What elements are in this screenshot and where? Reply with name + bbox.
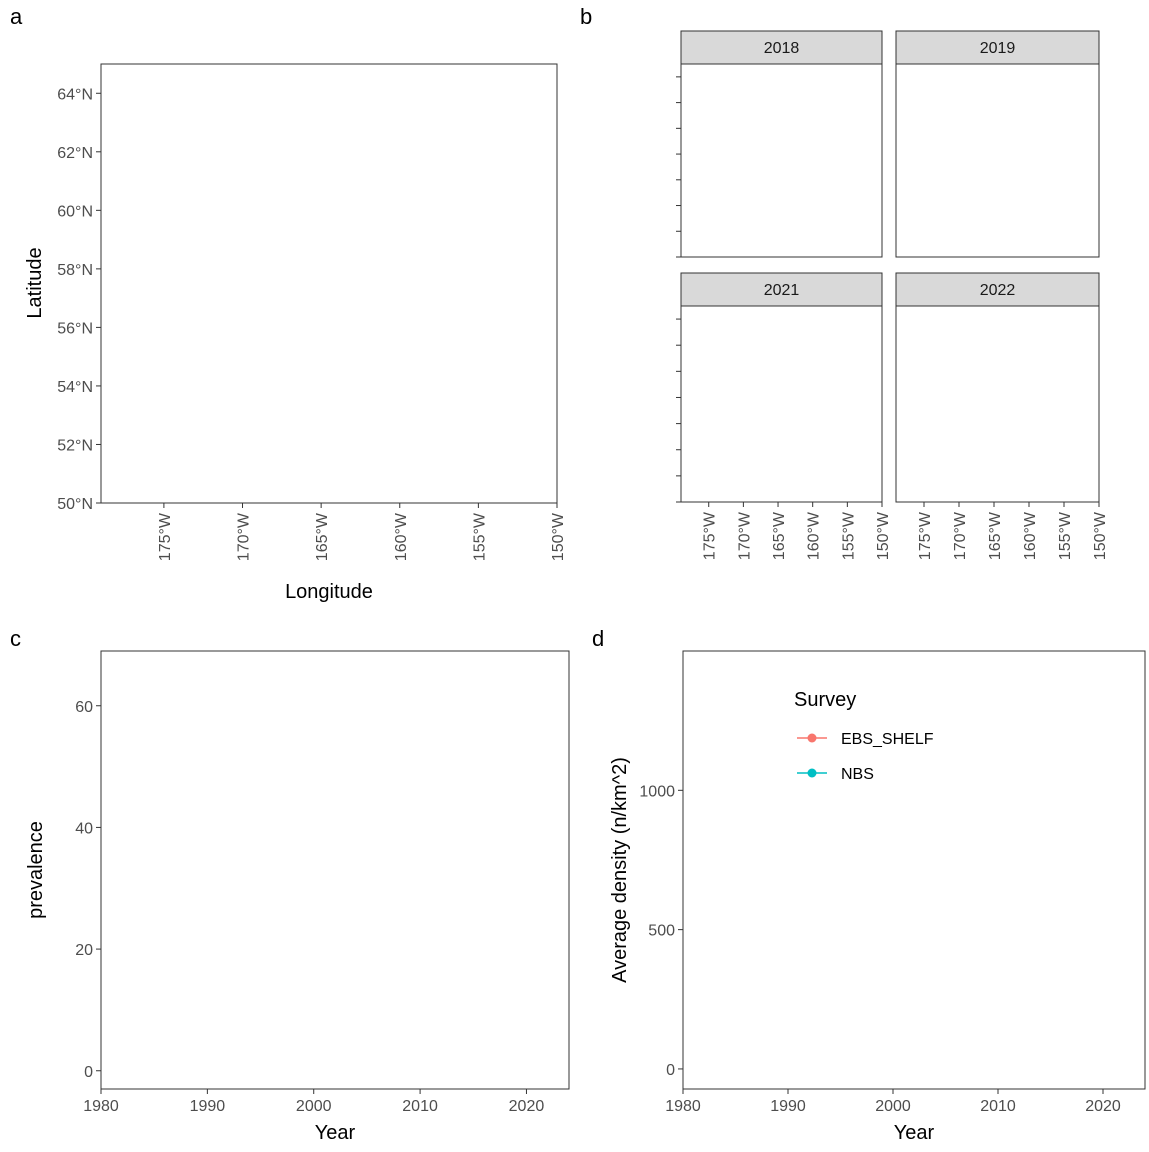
chart-d-axes: 1980 1990 2000 2010 2020 0 500 1000 bbox=[639, 783, 1120, 1115]
chart-d-legend: Survey EBS_SHELF NBS bbox=[794, 689, 934, 783]
legend-key-point-nbs bbox=[807, 768, 817, 778]
map-a-ylabel: Latitude bbox=[24, 247, 46, 318]
y-tick-label: 58°N bbox=[57, 262, 93, 279]
x-tick-label: 175°W bbox=[157, 512, 174, 561]
facet-border bbox=[680, 63, 883, 258]
x-tick-label: 170°W bbox=[736, 511, 753, 560]
x-tick-label: 160°W bbox=[393, 512, 410, 561]
facet-border bbox=[895, 305, 1100, 503]
x-tick-label: 155°W bbox=[1057, 511, 1074, 560]
facet-2021: 2021 175°W 170°W 165°W 160°W 155°W 150°W bbox=[676, 272, 892, 560]
legend-label-ebs: EBS_SHELF bbox=[841, 731, 934, 748]
x-tick-label: 175°W bbox=[917, 511, 934, 560]
x-tick-label: 150°W bbox=[550, 512, 567, 561]
map-a-border bbox=[100, 63, 558, 504]
facet-border bbox=[895, 63, 1100, 258]
x-tick-label: 160°W bbox=[806, 511, 823, 560]
map-a-xlabel: Longitude bbox=[285, 581, 373, 603]
x-tick-label: 1990 bbox=[770, 1098, 806, 1115]
x-tick-label: 155°W bbox=[471, 512, 488, 561]
facet-panel-b: 2018 2019 2021 175°W 170°W 165°W 160°W 155°W 150… bbox=[676, 30, 1109, 560]
x-tick-label: 1980 bbox=[665, 1098, 701, 1115]
x-tick-label: 170°W bbox=[952, 511, 969, 560]
facet-strip bbox=[895, 272, 1100, 307]
y-tick-label: 500 bbox=[648, 923, 675, 940]
chart-c-axes: 1980 1990 2000 2010 2020 0 20 40 60 bbox=[75, 699, 544, 1115]
chart-d-xlabel: Year bbox=[894, 1122, 935, 1144]
y-tick-label: 52°N bbox=[57, 437, 93, 454]
facet-strip-label: 2018 bbox=[764, 40, 800, 57]
facet-2019: 2019 bbox=[895, 30, 1100, 258]
x-tick-label: 2020 bbox=[1085, 1098, 1121, 1115]
map-panel-a: 175°W 170°W 165°W 160°W 155°W 150°W 50°N 52°N 54… bbox=[24, 63, 567, 603]
x-tick-label: 2000 bbox=[296, 1098, 332, 1115]
panel-letter-d: d bbox=[592, 626, 604, 651]
x-tick-label: 165°W bbox=[771, 511, 788, 560]
chart-c-ylabel: prevalence bbox=[25, 821, 47, 919]
facet-2022: 2022 175°W 170°W 165°W 160°W 155°W 150°W bbox=[895, 272, 1109, 560]
y-tick-label: 64°N bbox=[57, 86, 93, 103]
y-tick-label: 56°N bbox=[57, 320, 93, 337]
y-tick-label: 40 bbox=[75, 820, 93, 837]
facet-2018: 2018 bbox=[676, 30, 883, 258]
y-tick-label: 0 bbox=[84, 1064, 93, 1081]
y-tick-label: 60°N bbox=[57, 203, 93, 220]
y-tick-label: 20 bbox=[75, 942, 93, 959]
chart-c-xlabel: Year bbox=[315, 1122, 356, 1144]
facet-strip bbox=[680, 272, 883, 307]
map-a-axes: 175°W 170°W 165°W 160°W 155°W 150°W 50°N 52°N 54… bbox=[57, 86, 567, 561]
panel-letter-a: a bbox=[10, 4, 23, 29]
facet-strip bbox=[680, 30, 883, 65]
line-chart-d: 1980 1990 2000 2010 2020 0 500 1000 Year Averag… bbox=[609, 650, 1146, 1144]
x-tick-label: 160°W bbox=[1022, 511, 1039, 560]
line-chart-c: 1980 1990 2000 2010 2020 0 20 40 60 Year prevale… bbox=[25, 650, 570, 1144]
facet-strip-label: 2022 bbox=[980, 282, 1016, 299]
x-tick-label: 1980 bbox=[83, 1098, 119, 1115]
chart-c-border bbox=[100, 650, 570, 1090]
x-tick-label: 2000 bbox=[875, 1098, 911, 1115]
y-tick-label: 1000 bbox=[639, 783, 675, 800]
y-tick-label: 60 bbox=[75, 699, 93, 716]
facet-strip-label: 2019 bbox=[980, 40, 1016, 57]
panel-letter-c: c bbox=[10, 626, 21, 651]
chart-d-ylabel: Average density (n/km^2) bbox=[609, 757, 631, 983]
facet-border bbox=[680, 305, 883, 503]
y-tick-label: 50°N bbox=[57, 496, 93, 513]
x-tick-label: 155°W bbox=[840, 511, 857, 560]
x-tick-label: 150°W bbox=[875, 511, 892, 560]
legend-key-point-ebs bbox=[807, 733, 817, 743]
legend-label-nbs: NBS bbox=[841, 766, 874, 783]
x-tick-label: 2010 bbox=[402, 1098, 438, 1115]
y-tick-label: 0 bbox=[666, 1062, 675, 1079]
x-tick-label: 165°W bbox=[314, 512, 331, 561]
x-tick-label: 170°W bbox=[236, 512, 253, 561]
x-tick-label: 165°W bbox=[987, 511, 1004, 560]
x-tick-label: 1990 bbox=[190, 1098, 226, 1115]
x-tick-label: 175°W bbox=[702, 511, 719, 560]
x-tick-label: 2010 bbox=[980, 1098, 1016, 1115]
x-tick-label: 150°W bbox=[1092, 511, 1109, 560]
legend-title: Survey bbox=[794, 689, 856, 711]
chart-d-border bbox=[682, 650, 1146, 1090]
facet-strip bbox=[895, 30, 1100, 65]
panel-letter-b: b bbox=[580, 4, 592, 29]
y-tick-label: 62°N bbox=[57, 145, 93, 162]
x-tick-label: 2020 bbox=[509, 1098, 545, 1115]
y-tick-label: 54°N bbox=[57, 379, 93, 396]
facet-strip-label: 2021 bbox=[764, 282, 800, 299]
